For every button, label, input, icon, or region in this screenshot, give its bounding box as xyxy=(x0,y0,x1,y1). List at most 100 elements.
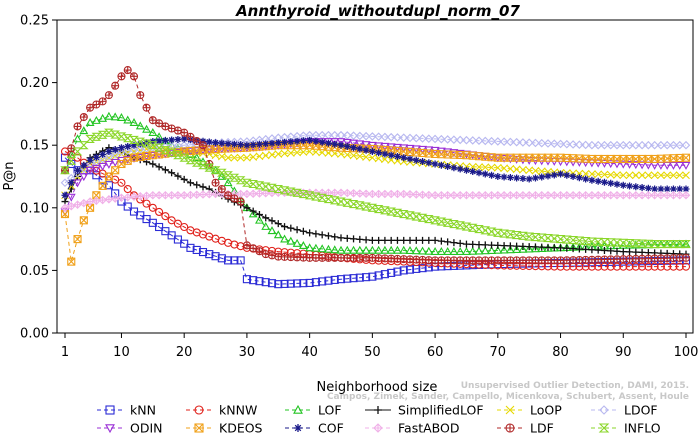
data-point-loop xyxy=(506,164,515,173)
data-point-odin xyxy=(681,161,691,170)
data-point-inflo xyxy=(242,178,252,187)
data-point-cof xyxy=(375,149,383,157)
data-point-simplifiedlof xyxy=(419,236,427,244)
data-point-odin xyxy=(173,148,183,157)
data-point-knn xyxy=(224,256,233,265)
data-point-loop xyxy=(594,170,603,179)
data-point-odin xyxy=(85,166,95,175)
data-point-loop xyxy=(280,149,289,158)
data-point-ldof xyxy=(600,140,609,150)
data-point-inflo xyxy=(668,240,679,249)
data-point-knn xyxy=(399,266,408,275)
data-point-knnw xyxy=(180,222,189,232)
data-point-knn xyxy=(405,265,415,274)
data-point-simplifiedlof xyxy=(506,242,514,250)
data-point-cof xyxy=(318,138,326,146)
data-point-inflo xyxy=(518,231,528,240)
data-point-ldf xyxy=(155,119,164,128)
series-line-inflo xyxy=(64,132,686,245)
data-point-inflo xyxy=(85,134,95,143)
data-point-ldf xyxy=(92,100,101,109)
data-point-ldof xyxy=(487,136,496,146)
data-point-cof xyxy=(538,173,546,181)
data-point-simplifiedlof xyxy=(186,179,194,187)
data-point-cof xyxy=(632,183,640,191)
data-point-simplifiedlof xyxy=(613,247,621,255)
data-point-knn xyxy=(186,243,195,252)
data-point-lof xyxy=(298,241,308,250)
data-point-inflo xyxy=(267,183,277,192)
data-point-inflo xyxy=(430,216,440,225)
data-point-loop xyxy=(243,153,251,162)
data-point-cof xyxy=(425,159,433,167)
data-point-knn xyxy=(280,279,289,288)
x-tick-label: 10 xyxy=(113,345,130,360)
data-point-ldf xyxy=(267,251,277,260)
data-point-simplifiedlof xyxy=(638,248,646,256)
data-point-lof xyxy=(255,215,264,224)
data-point-odin xyxy=(612,160,622,169)
plot-border xyxy=(56,19,694,334)
data-point-lof xyxy=(148,128,158,137)
data-point-loop xyxy=(525,166,534,175)
data-point-odin xyxy=(574,158,584,167)
data-point-fastabod xyxy=(110,194,120,203)
data-point-lof xyxy=(361,245,371,254)
data-point-loop xyxy=(255,152,264,161)
data-point-loop xyxy=(349,151,358,160)
data-point-lof xyxy=(305,243,315,252)
data-point-lof xyxy=(543,243,553,252)
y-tick-label: 0.10 xyxy=(20,201,49,216)
data-point-odin xyxy=(625,160,634,169)
data-point-cof xyxy=(575,174,583,182)
data-point-odin xyxy=(66,193,76,202)
data-point-simplifiedlof xyxy=(255,210,263,218)
data-point-lof xyxy=(129,118,139,127)
data-point-cof xyxy=(99,150,107,158)
y-tick-label: 0.25 xyxy=(20,14,49,29)
data-point-lof xyxy=(192,153,202,162)
data-point-knn xyxy=(393,267,402,276)
data-point-cof xyxy=(513,174,521,182)
data-point-inflo xyxy=(323,194,334,204)
data-point-cof xyxy=(437,161,445,169)
data-point-simplifiedlof xyxy=(161,166,169,174)
data-point-ldof xyxy=(512,137,521,147)
data-point-lof xyxy=(110,112,120,121)
legend-label-ldof: LDOF xyxy=(624,403,658,418)
data-point-inflo xyxy=(442,218,453,227)
data-point-ldof xyxy=(474,136,484,145)
data-point-simplifiedlof xyxy=(406,236,414,244)
legend-label-lof: LOF xyxy=(318,403,342,418)
data-point-inflo xyxy=(198,161,208,170)
data-point-ldof xyxy=(135,144,145,154)
data-point-simplifiedlof xyxy=(563,244,571,252)
data-point-inflo xyxy=(204,163,215,172)
data-point-odin xyxy=(436,147,446,156)
data-point-simplifiedlof xyxy=(550,244,558,252)
data-point-odin xyxy=(98,162,108,171)
data-point-inflo xyxy=(191,158,202,167)
data-point-cof xyxy=(86,156,94,164)
series-inflo xyxy=(60,128,691,249)
data-point-ldf xyxy=(217,184,226,194)
data-point-fastabod xyxy=(135,192,145,201)
legend-item-inflo: INFLO xyxy=(591,421,661,434)
data-point-loop xyxy=(581,169,590,178)
data-point-ldof xyxy=(399,133,409,142)
data-point-cof xyxy=(249,141,257,149)
data-point-cof xyxy=(343,142,351,150)
legend-label-knnw: kNNW xyxy=(219,403,257,418)
data-point-lof xyxy=(73,134,82,143)
data-point-ldof xyxy=(631,140,641,150)
data-point-simplifiedlof xyxy=(619,248,627,256)
data-point-cof xyxy=(350,144,358,152)
data-point-lof xyxy=(449,246,459,255)
data-point-simplifiedlof xyxy=(368,236,376,244)
data-point-loop xyxy=(293,148,301,157)
data-point-knn xyxy=(180,239,189,248)
data-point-cof xyxy=(594,177,602,185)
data-point-cof xyxy=(161,136,169,144)
data-point-knnw xyxy=(155,207,164,217)
data-point-knn xyxy=(167,231,176,240)
